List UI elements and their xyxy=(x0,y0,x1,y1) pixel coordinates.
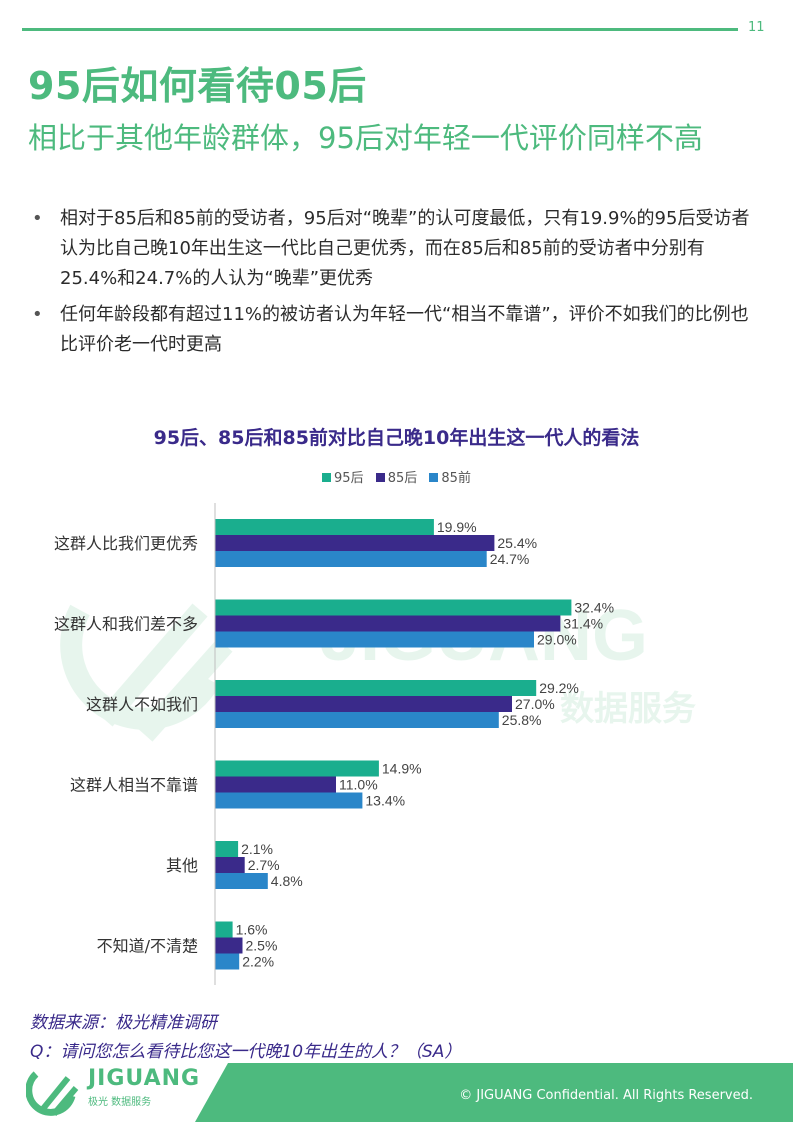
bar xyxy=(215,857,245,873)
data-label: 2.5% xyxy=(246,938,278,954)
logo-text: JIGUANG xyxy=(88,1066,201,1091)
data-label: 31.4% xyxy=(563,616,603,632)
bullet-list: • 相对于85后和85前的受访者，95后对“晚辈”的认可度最低，只有19.9%的… xyxy=(28,204,758,366)
bullet-text: 相对于85后和85前的受访者，95后对“晚辈”的认可度最低，只有19.9%的95… xyxy=(60,208,750,289)
legend-swatch xyxy=(375,473,385,482)
data-label: 14.9% xyxy=(382,761,422,777)
data-label: 29.2% xyxy=(539,680,579,696)
legend-item: 85后 xyxy=(375,467,418,486)
logo-subtext: 极光 数据服务 xyxy=(88,1097,152,1108)
bar xyxy=(215,631,534,648)
data-label: 11.0% xyxy=(339,777,378,793)
data-label: 29.0% xyxy=(537,632,577,648)
data-label: 19.9% xyxy=(437,519,477,535)
page-subtitle: 相比于其他年龄群体，95后对年轻一代评价同样不高 xyxy=(28,121,703,155)
category-label: 不知道/不清楚 xyxy=(97,937,198,956)
jiguang-logo-icon xyxy=(26,1071,79,1116)
bar xyxy=(215,696,512,712)
category-label: 这群人和我们差不多 xyxy=(54,615,198,634)
legend-item: 85前 xyxy=(429,467,471,486)
data-label: 2.7% xyxy=(248,857,280,873)
legend-label: 95后 xyxy=(334,471,364,486)
bullet-item: • 任何年龄段都有超过11%的被访者认为年轻一代“相当不靠谱”，评价不如我们的比… xyxy=(28,300,758,360)
data-source: 数据来源：极光精准调研 xyxy=(30,1013,217,1033)
bar xyxy=(215,937,243,954)
category-label: 这群人不如我们 xyxy=(86,695,198,714)
legend-label: 85前 xyxy=(441,471,471,486)
data-label: 2.2% xyxy=(242,954,274,970)
bullet-text: 任何年龄段都有超过11%的被访者认为年轻一代“相当不靠谱”，评价不如我们的比例也… xyxy=(60,304,749,355)
category-label: 这群人相当不靠谱 xyxy=(70,776,198,795)
bar xyxy=(215,760,379,777)
bar xyxy=(215,792,363,809)
data-label: 24.7% xyxy=(490,551,530,567)
bullet-dot: • xyxy=(32,208,43,229)
chart-title: 95后、85后和85前对比自己晚10年出生这一代人的看法 xyxy=(153,427,640,449)
bar xyxy=(215,921,233,938)
bullet-item: • 相对于85后和85前的受访者，95后对“晚辈”的认可度最低，只有19.9%的… xyxy=(28,204,758,294)
data-label: 1.6% xyxy=(236,922,268,938)
bar xyxy=(215,841,239,857)
chart-legend: 95后 85后 85前 xyxy=(0,467,793,486)
page-number: 11 xyxy=(748,20,765,35)
bar xyxy=(215,953,240,970)
data-label: 2.1% xyxy=(241,841,273,857)
survey-question: Q：请问您怎么看待比您这一代晚10年出生的人？（SA） xyxy=(30,1042,462,1062)
bar-chart: 这群人比我们更优秀 19.9% 25.4%24.7% 这群人和我们差不多 32.4%31… xyxy=(54,503,614,985)
top-rule xyxy=(22,28,738,31)
data-label: 13.4% xyxy=(365,793,405,809)
legend-label: 85后 xyxy=(387,471,418,486)
bar xyxy=(215,776,336,793)
bar xyxy=(215,535,495,551)
bar xyxy=(215,873,268,889)
data-label: 32.4% xyxy=(574,600,614,616)
data-label: 25.4% xyxy=(497,535,537,551)
bar xyxy=(215,551,487,567)
bar xyxy=(215,599,572,616)
legend-item: 95后 xyxy=(322,467,364,486)
bar xyxy=(215,615,561,632)
page-title: 95后如何看待05后 xyxy=(28,64,367,108)
footer-band xyxy=(195,1063,793,1122)
bar xyxy=(215,519,434,535)
legend-swatch xyxy=(429,473,439,482)
data-label: 27.0% xyxy=(515,696,555,712)
data-label: 4.8% xyxy=(271,873,303,889)
bar xyxy=(215,712,499,728)
bar xyxy=(215,680,537,696)
bullet-dot: • xyxy=(32,304,43,325)
watermark-tagline: 数据服务 xyxy=(560,689,696,729)
category-label: 其他 xyxy=(166,856,198,875)
copyright: © JIGUANG Confidential. All Rights Reser… xyxy=(459,1088,753,1103)
category-label: 这群人比我们更优秀 xyxy=(54,534,198,553)
legend-swatch xyxy=(322,473,332,482)
data-label: 25.8% xyxy=(502,712,542,728)
